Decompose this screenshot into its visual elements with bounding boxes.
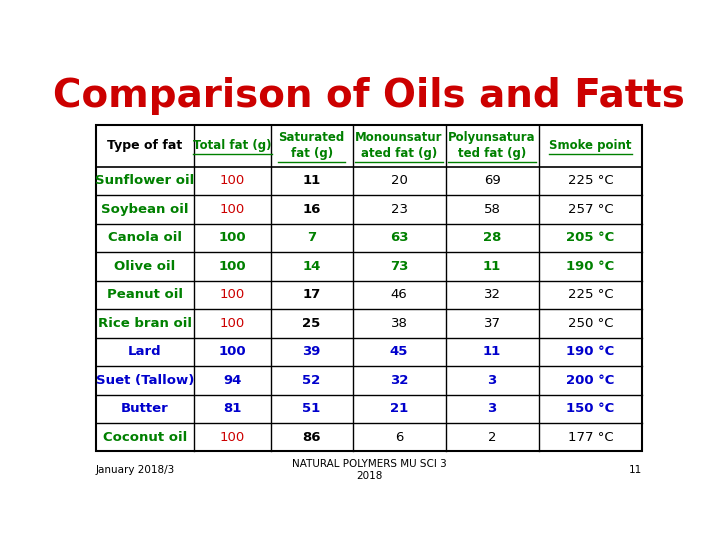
Text: 100: 100 (218, 231, 246, 245)
Text: 69: 69 (484, 174, 500, 187)
Text: 17: 17 (302, 288, 320, 301)
Text: 32: 32 (484, 288, 500, 301)
Text: NATURAL POLYMERS MU SCI 3
2018: NATURAL POLYMERS MU SCI 3 2018 (292, 460, 446, 481)
Text: Smoke point: Smoke point (549, 139, 631, 152)
Text: Butter: Butter (121, 402, 168, 415)
Text: 25: 25 (302, 317, 320, 330)
Text: Saturated
fat (g): Saturated fat (g) (279, 131, 345, 160)
Text: 23: 23 (390, 203, 408, 216)
Text: 58: 58 (484, 203, 500, 216)
Text: 205 °C: 205 °C (567, 231, 615, 245)
Text: Type of fat: Type of fat (107, 139, 182, 152)
Text: 3: 3 (487, 402, 497, 415)
Text: Suet (Tallow): Suet (Tallow) (96, 374, 194, 387)
Text: 11: 11 (629, 465, 642, 475)
Text: 32: 32 (390, 374, 408, 387)
Text: 6: 6 (395, 431, 403, 444)
Text: 11: 11 (483, 260, 501, 273)
Text: 250 °C: 250 °C (568, 317, 613, 330)
Text: 150 °C: 150 °C (567, 402, 615, 415)
Text: 11: 11 (483, 345, 501, 359)
Text: Lard: Lard (128, 345, 161, 359)
Text: 100: 100 (218, 345, 246, 359)
Text: 200 °C: 200 °C (567, 374, 615, 387)
Text: 39: 39 (302, 345, 321, 359)
Text: 73: 73 (390, 260, 408, 273)
Text: 45: 45 (390, 345, 408, 359)
Text: 3: 3 (487, 374, 497, 387)
Text: 16: 16 (302, 203, 321, 216)
Text: Comparison of Oils and Fatts: Comparison of Oils and Fatts (53, 77, 685, 115)
Text: Peanut oil: Peanut oil (107, 288, 183, 301)
Text: 257 °C: 257 °C (567, 203, 613, 216)
Text: 177 °C: 177 °C (567, 431, 613, 444)
Text: 46: 46 (391, 288, 408, 301)
Text: 51: 51 (302, 402, 320, 415)
Text: 100: 100 (218, 260, 246, 273)
Text: 100: 100 (220, 174, 245, 187)
Text: 100: 100 (220, 203, 245, 216)
Text: 225 °C: 225 °C (567, 174, 613, 187)
Text: 52: 52 (302, 374, 320, 387)
Text: 94: 94 (223, 374, 241, 387)
Text: Sunflower oil: Sunflower oil (95, 174, 194, 187)
Text: 100: 100 (220, 288, 245, 301)
Text: Soybean oil: Soybean oil (101, 203, 189, 216)
Text: 28: 28 (483, 231, 501, 245)
Text: 81: 81 (223, 402, 241, 415)
Text: 38: 38 (391, 317, 408, 330)
Text: Total fat (g): Total fat (g) (193, 139, 271, 152)
Text: Olive oil: Olive oil (114, 260, 176, 273)
Text: 37: 37 (484, 317, 500, 330)
Text: 63: 63 (390, 231, 408, 245)
Text: 2: 2 (487, 431, 496, 444)
Text: Coconut oil: Coconut oil (103, 431, 187, 444)
Text: 11: 11 (302, 174, 320, 187)
Text: 100: 100 (220, 317, 245, 330)
Text: January 2018/3: January 2018/3 (96, 465, 175, 475)
Text: Polyunsatura
ted fat (g): Polyunsatura ted fat (g) (449, 131, 536, 160)
Text: 7: 7 (307, 231, 316, 245)
Text: 190 °C: 190 °C (567, 260, 615, 273)
Text: 190 °C: 190 °C (567, 345, 615, 359)
Text: 21: 21 (390, 402, 408, 415)
Text: 86: 86 (302, 431, 321, 444)
Text: Rice bran oil: Rice bran oil (98, 317, 192, 330)
Text: 14: 14 (302, 260, 321, 273)
Text: Monounsatur
ated fat (g): Monounsatur ated fat (g) (356, 131, 443, 160)
Text: 225 °C: 225 °C (567, 288, 613, 301)
Text: 20: 20 (391, 174, 408, 187)
Text: Canola oil: Canola oil (108, 231, 181, 245)
Text: 100: 100 (220, 431, 245, 444)
